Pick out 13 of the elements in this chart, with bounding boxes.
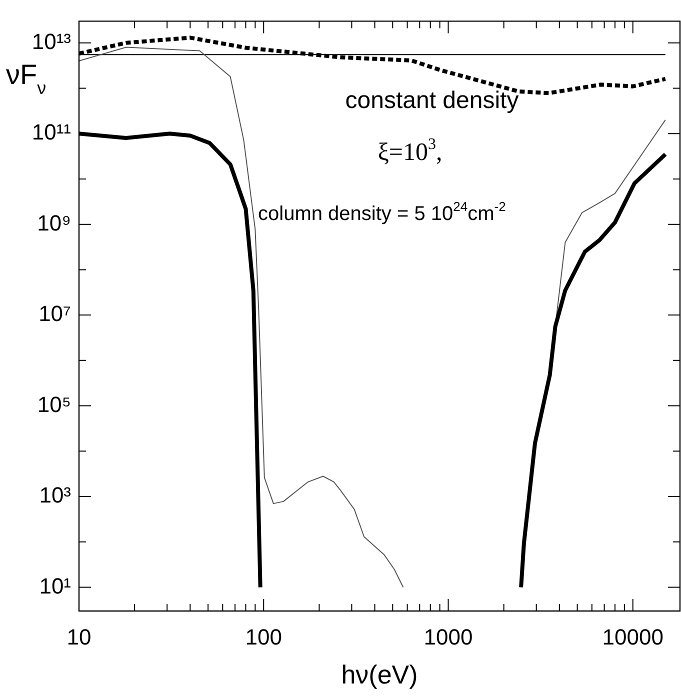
y-tick-label: 10³ [39,482,71,508]
y-tick-label: 10⁷ [38,301,72,326]
x-tick-label: 100 [245,624,282,650]
x-axis-title: hν(eV) [341,660,418,690]
y-tick-label: 10¹ [39,573,71,598]
x-tick-label: 1000 [424,624,473,650]
x-tick-label: 10000 [602,624,664,650]
y-tick-label: 10⁵ [37,392,71,417]
annotation: constant density [345,87,519,114]
y-tick-label: 10⁹ [37,210,71,236]
y-tick-label: 10¹¹ [32,120,71,145]
x-tick-label: 10 [66,624,92,650]
y-tick-label: 10¹³ [32,28,71,54]
